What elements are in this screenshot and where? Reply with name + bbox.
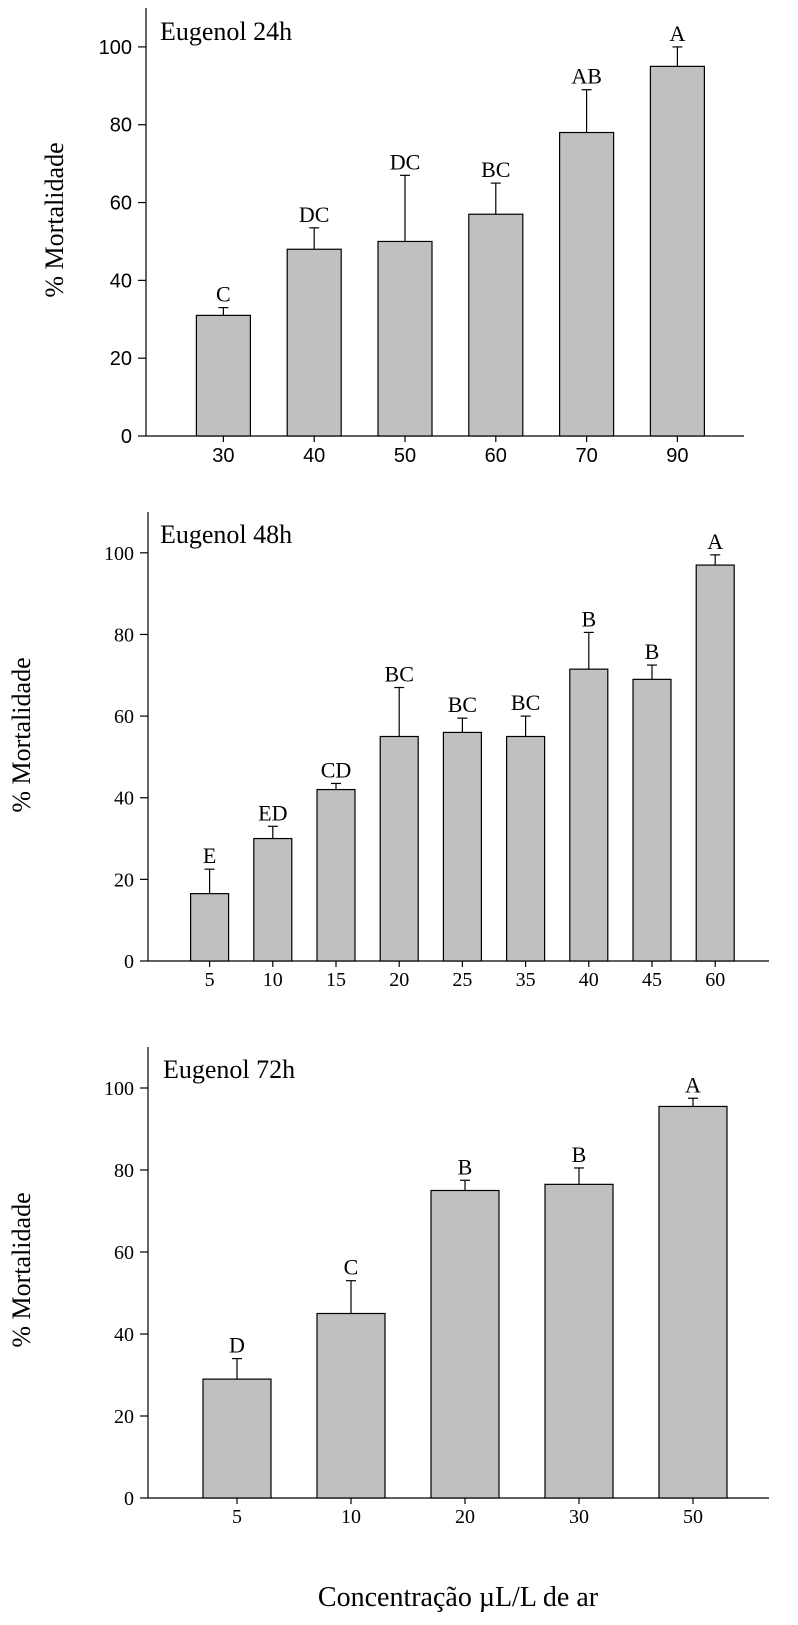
x-tick-label: 60 — [705, 969, 725, 991]
x-tick-label: 15 — [326, 969, 346, 991]
x-tick-label: 10 — [263, 969, 283, 991]
bar — [316, 788, 356, 962]
x-tick-label: 5 — [232, 1506, 242, 1528]
y-axis-label: % Mortalidade — [7, 657, 36, 812]
chart-panel-72h: 0 20 40 60 80 100 % Mortalidade Eugenol 72h D 5 C 1… — [7, 1047, 769, 1613]
bar — [649, 65, 706, 437]
significance-letter: BC — [448, 692, 477, 717]
significance-letter: DC — [390, 149, 421, 174]
y-tick-label: 0 — [124, 1488, 134, 1510]
x-tick-label: 5 — [205, 969, 215, 991]
significance-letter: CD — [321, 757, 352, 782]
y-tick-label: 40 — [110, 270, 132, 292]
x-tick-label: 20 — [389, 969, 409, 991]
panel-title: Eugenol 24h — [160, 17, 292, 46]
y-axis-label: % Mortalidade — [40, 142, 69, 297]
panel-title: Eugenol 48h — [160, 520, 292, 549]
bar — [377, 240, 433, 437]
significance-letter: C — [344, 1255, 359, 1280]
significance-letter: D — [229, 1333, 245, 1358]
bar — [544, 1183, 614, 1499]
x-tick-label: 90 — [666, 445, 688, 467]
significance-letter: B — [572, 1142, 587, 1167]
x-tick-label: 35 — [516, 969, 536, 991]
significance-letter: B — [645, 639, 660, 664]
y-tick-label: 20 — [110, 348, 132, 370]
significance-letter: ED — [258, 800, 287, 825]
bar — [658, 1105, 728, 1499]
y-tick-label: 60 — [114, 706, 134, 728]
x-tick-label: 20 — [455, 1506, 475, 1528]
bar — [253, 837, 293, 962]
x-tick-label: 30 — [212, 445, 234, 467]
significance-letter: AB — [571, 64, 602, 89]
x-axis-label: Concentração µL/L de ar — [318, 1582, 599, 1613]
y-tick-label: 60 — [110, 193, 132, 215]
y-tick-label: 0 — [121, 426, 132, 448]
significance-letter: BC — [511, 690, 540, 715]
y-tick-label: 40 — [114, 1324, 134, 1346]
significance-letter: A — [685, 1072, 701, 1097]
significance-letter: B — [581, 606, 596, 631]
chart-panel-24h: 0 20 40 60 80 100 % Mortalidade Eugenol 24h C 30 D… — [40, 8, 744, 467]
significance-letter: C — [216, 282, 231, 307]
bar — [286, 248, 342, 437]
bar — [632, 678, 672, 962]
significance-letter: BC — [385, 662, 414, 687]
significance-letter: A — [707, 529, 723, 554]
y-tick-label: 80 — [110, 115, 132, 137]
x-tick-label: 40 — [303, 445, 325, 467]
bar — [695, 564, 735, 962]
bar — [195, 314, 251, 437]
significance-letter: E — [203, 843, 216, 868]
x-tick-label: 10 — [341, 1506, 361, 1528]
bar — [569, 668, 609, 962]
y-tick-label: 60 — [114, 1242, 134, 1264]
panel-title: Eugenol 72h — [163, 1055, 295, 1084]
bar — [202, 1378, 272, 1499]
bar — [379, 735, 419, 962]
x-tick-label: 45 — [642, 969, 662, 991]
y-tick-label: 40 — [114, 788, 134, 810]
y-tick-label: 100 — [104, 543, 134, 565]
chart-panel-48h: 0 20 40 60 80 100 % Mortalidade Eugenol 48h E 5 ED… — [7, 512, 769, 991]
y-tick-label: 100 — [99, 37, 132, 59]
y-tick-label: 100 — [104, 1078, 134, 1100]
x-tick-label: 60 — [485, 445, 507, 467]
x-tick-label: 40 — [579, 969, 599, 991]
bar — [442, 731, 482, 962]
y-tick-label: 80 — [114, 624, 134, 646]
x-tick-label: 30 — [569, 1506, 589, 1528]
y-tick-label: 0 — [124, 951, 134, 973]
significance-letter: BC — [481, 157, 510, 182]
bar — [506, 735, 546, 962]
bar — [430, 1189, 500, 1499]
x-tick-label: 50 — [683, 1506, 703, 1528]
bar — [468, 213, 524, 437]
bar — [558, 131, 615, 437]
x-tick-label: 25 — [452, 969, 472, 991]
significance-letter: B — [458, 1154, 473, 1179]
y-tick-label: 20 — [114, 1406, 134, 1428]
significance-letter: A — [669, 21, 685, 46]
significance-letter: DC — [299, 202, 330, 227]
y-tick-label: 80 — [114, 1160, 134, 1182]
bar — [316, 1312, 386, 1499]
x-tick-label: 50 — [394, 445, 416, 467]
bar — [190, 893, 230, 962]
y-tick-label: 20 — [114, 869, 134, 891]
y-axis-label: % Mortalidade — [7, 1192, 36, 1347]
x-tick-label: 70 — [575, 445, 597, 467]
